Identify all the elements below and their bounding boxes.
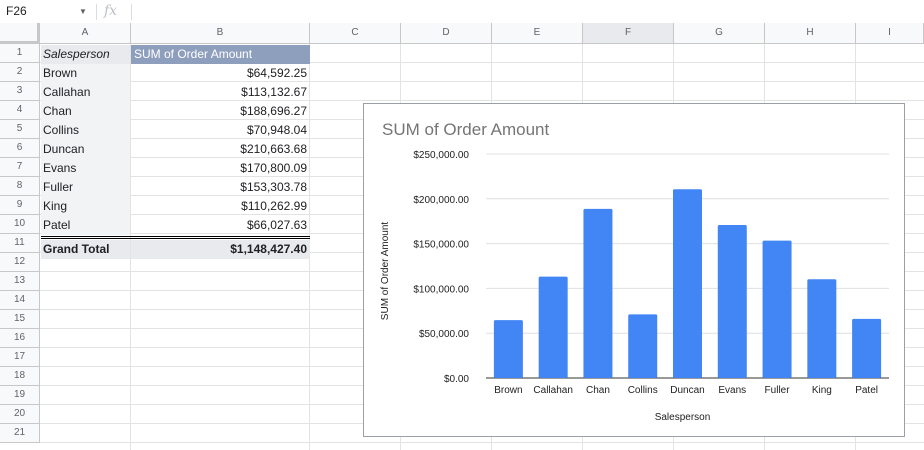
pivot-row-label[interactable]: Collins	[41, 121, 130, 140]
y-tick-label: $0.00	[444, 374, 469, 385]
formula-bar: F26 ▼ fx	[0, 0, 924, 24]
x-tick-label: Chan	[586, 385, 610, 396]
grand-total-value[interactable]: $1,148,427.40	[131, 240, 310, 259]
pivot-row-label[interactable]: King	[41, 197, 130, 216]
pivot-row-label[interactable]: Chan	[41, 102, 130, 121]
grand-total-label[interactable]: Grand Total	[41, 240, 130, 259]
bar	[807, 279, 837, 378]
pivot-row-label[interactable]: Duncan	[41, 140, 130, 159]
row-header-7[interactable]: 7	[0, 158, 40, 177]
row-header-14[interactable]: 14	[0, 291, 40, 310]
pivot-row-label[interactable]: Brown	[41, 64, 130, 83]
pivot-header-salesperson[interactable]: Salesperson	[41, 45, 130, 64]
pivot-row-value[interactable]: $170,800.09	[240, 161, 307, 175]
row-header-9[interactable]: 9	[0, 196, 40, 215]
x-tick-label: King	[812, 385, 832, 396]
bar	[852, 318, 882, 378]
pivot-row-value[interactable]: $70,948.04	[246, 123, 307, 137]
row-header-19[interactable]: 19	[0, 386, 40, 405]
column-header-h[interactable]: H	[765, 23, 856, 44]
column-header-g[interactable]: G	[674, 23, 765, 44]
row-header-3[interactable]: 3	[0, 82, 40, 101]
y-tick-label: $50,000.00	[419, 329, 469, 340]
y-tick-label: $200,000.00	[413, 195, 469, 206]
pivot-row-label[interactable]: Patel	[41, 216, 130, 235]
column-header-i[interactable]: I	[856, 23, 924, 44]
column-header-b[interactable]: B	[131, 23, 310, 44]
bar	[493, 320, 523, 378]
x-tick-label: Evans	[718, 385, 746, 396]
pivot-row-value[interactable]: $188,696.27	[240, 104, 307, 118]
row-header-16[interactable]: 16	[0, 329, 40, 348]
x-tick-label: Brown	[494, 385, 522, 396]
row-header-10[interactable]: 10	[0, 215, 40, 234]
column-header-f[interactable]: F	[583, 23, 674, 44]
select-all-corner[interactable]	[0, 23, 40, 44]
pivot-row-value[interactable]: $64,592.25	[246, 66, 307, 80]
row-header-15[interactable]: 15	[0, 310, 40, 329]
grid-line	[130, 44, 131, 450]
bar	[538, 276, 568, 378]
pivot-row-label[interactable]: Fuller	[41, 178, 130, 197]
name-box-value: F26	[6, 4, 27, 18]
row-header-4[interactable]: 4	[0, 101, 40, 120]
x-tick-label: Patel	[855, 385, 878, 396]
x-tick-label: Duncan	[670, 385, 704, 396]
y-tick-label: $100,000.00	[413, 284, 469, 295]
bar	[628, 314, 658, 378]
row-header-17[interactable]: 17	[0, 348, 40, 367]
grid-line	[40, 100, 924, 101]
y-tick-label: $150,000.00	[413, 240, 469, 251]
bar-chart[interactable]: SUM of Order Amount $0.00 $50,000.00 $100,0…	[363, 103, 905, 437]
row-header-18[interactable]: 18	[0, 367, 40, 386]
row-header-5[interactable]: 5	[0, 120, 40, 139]
y-axis-title: SUM of Order Amount	[380, 222, 391, 321]
row-header-21[interactable]: 21	[0, 424, 40, 443]
name-box[interactable]: F26 ▼	[0, 0, 92, 23]
pivot-row-label[interactable]: Evans	[41, 159, 130, 178]
total-double-border	[41, 236, 310, 239]
pivot-row-value[interactable]: $110,262.99	[241, 199, 307, 213]
row-header-2[interactable]: 2	[0, 63, 40, 82]
pivot-row-label[interactable]: Callahan	[41, 83, 130, 102]
row-header-1[interactable]: 1	[0, 44, 40, 63]
row-header-6[interactable]: 6	[0, 139, 40, 158]
row-header-13[interactable]: 13	[0, 272, 40, 291]
x-tick-label: Collins	[628, 385, 658, 396]
chart-canvas: SUM of Order Amount $0.00 $50,000.00 $100,0…	[380, 120, 889, 423]
row-header-12[interactable]: 12	[0, 253, 40, 272]
function-icon: fx	[104, 3, 118, 19]
chevron-down-icon[interactable]: ▼	[79, 7, 87, 16]
bar	[717, 224, 747, 378]
column-header-e[interactable]: E	[492, 23, 583, 44]
x-tick-label: Fuller	[765, 385, 791, 396]
divider	[96, 4, 97, 20]
grid-line	[40, 62, 924, 63]
column-header-a[interactable]: A	[40, 23, 131, 44]
pivot-row-value[interactable]: $210,663.68	[240, 142, 307, 156]
x-axis-title: Salesperson	[655, 412, 711, 423]
grid-line	[40, 81, 924, 82]
row-header-20[interactable]: 20	[0, 405, 40, 424]
pivot-row-value[interactable]: $66,027.63	[246, 218, 307, 232]
bar	[583, 208, 613, 378]
bar	[673, 189, 702, 378]
column-header-d[interactable]: D	[401, 23, 492, 44]
y-tick-label: $250,000.00	[413, 150, 469, 161]
chart-title: SUM of Order Amount	[382, 120, 550, 139]
row-header-8[interactable]: 8	[0, 177, 40, 196]
pivot-row-value[interactable]: $153,303.78	[240, 180, 307, 194]
pivot-row-value[interactable]: $113,132.67	[241, 85, 307, 99]
pivot-header-sum[interactable]: SUM of Order Amount	[131, 45, 310, 64]
column-header-c[interactable]: C	[310, 23, 401, 44]
divider	[131, 4, 132, 20]
grid-line	[40, 442, 924, 443]
bar	[762, 240, 792, 378]
x-tick-label: Callahan	[533, 385, 572, 396]
row-header-11[interactable]: 11	[0, 234, 40, 253]
